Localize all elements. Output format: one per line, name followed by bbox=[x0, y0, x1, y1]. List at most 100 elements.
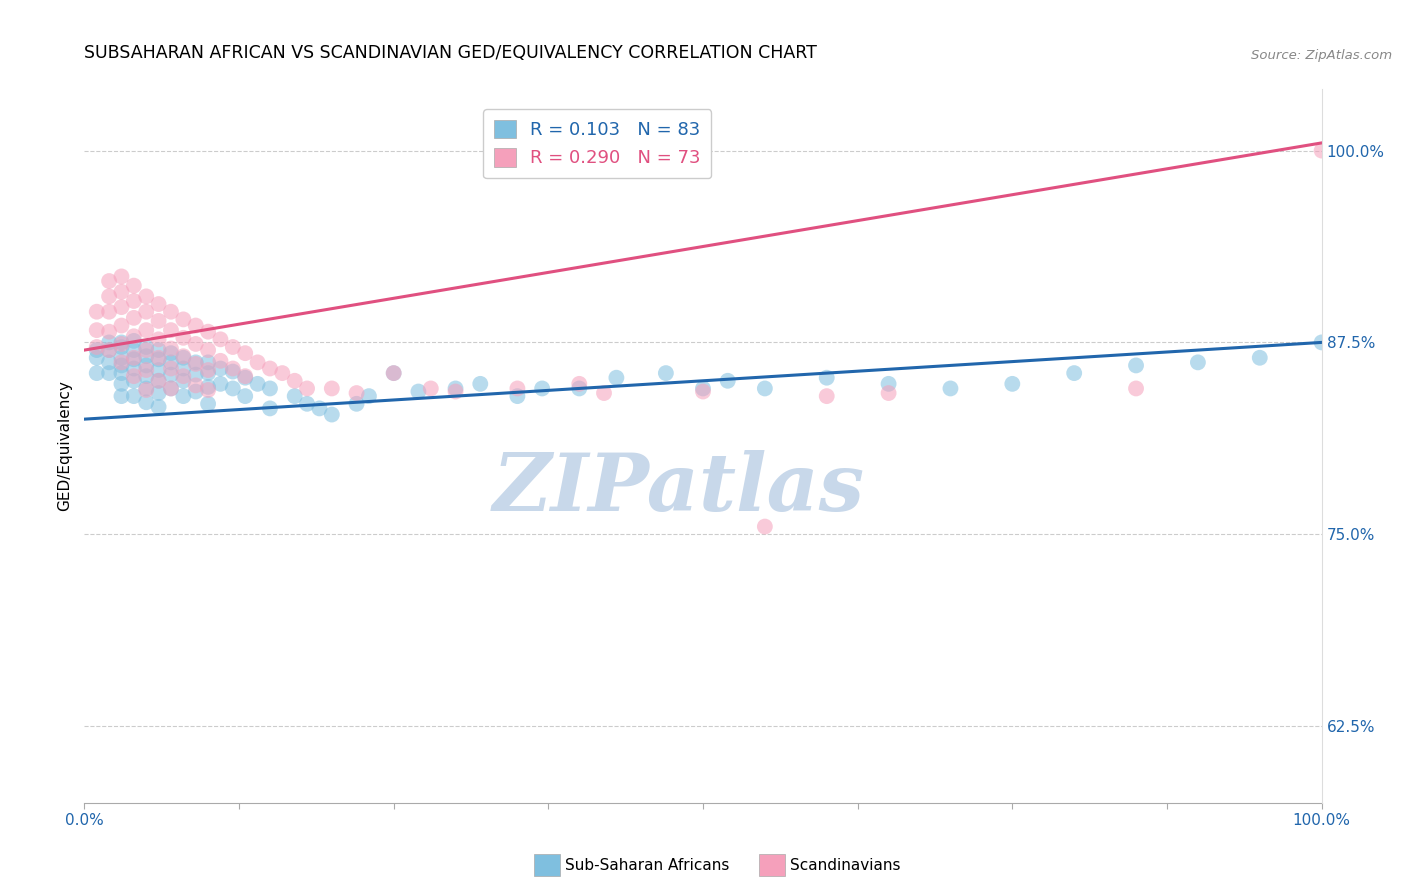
Point bbox=[148, 343, 170, 357]
Point bbox=[110, 355, 132, 369]
Point bbox=[135, 363, 157, 377]
Text: SUBSAHARAN AFRICAN VS SCANDINAVIAN GED/EQUIVALENCY CORRELATION CHART: SUBSAHARAN AFRICAN VS SCANDINAVIAN GED/E… bbox=[84, 45, 817, 62]
Point bbox=[160, 304, 183, 318]
Point bbox=[122, 389, 145, 403]
Point bbox=[160, 381, 183, 395]
Point bbox=[184, 337, 207, 351]
Point bbox=[531, 381, 554, 395]
Point bbox=[148, 297, 170, 311]
Point bbox=[939, 381, 962, 395]
Point bbox=[184, 318, 207, 333]
Point bbox=[122, 352, 145, 367]
Point bbox=[321, 408, 343, 422]
Point bbox=[754, 381, 776, 395]
Point bbox=[284, 389, 307, 403]
Point bbox=[122, 334, 145, 348]
Point bbox=[593, 386, 616, 401]
Point bbox=[122, 374, 145, 388]
Point bbox=[1187, 355, 1209, 369]
Point bbox=[148, 363, 170, 377]
Point bbox=[110, 318, 132, 333]
Point bbox=[122, 369, 145, 384]
Point bbox=[209, 361, 232, 376]
Point bbox=[110, 340, 132, 354]
Point bbox=[605, 370, 627, 384]
Point bbox=[271, 366, 294, 380]
Point bbox=[877, 386, 900, 401]
Y-axis label: GED/Equivalency: GED/Equivalency bbox=[58, 381, 73, 511]
Point bbox=[110, 337, 132, 351]
Point bbox=[98, 325, 121, 339]
Text: Scandinavians: Scandinavians bbox=[790, 858, 901, 872]
Point bbox=[717, 374, 740, 388]
Point bbox=[197, 366, 219, 380]
Point bbox=[98, 304, 121, 318]
Point bbox=[172, 374, 194, 388]
Point bbox=[135, 304, 157, 318]
Point bbox=[122, 351, 145, 365]
Point bbox=[172, 351, 194, 365]
Point bbox=[135, 340, 157, 354]
Point bbox=[246, 355, 269, 369]
Point bbox=[233, 346, 256, 360]
FancyBboxPatch shape bbox=[534, 855, 560, 876]
Point bbox=[110, 359, 132, 373]
Point bbox=[1310, 144, 1333, 158]
Point bbox=[197, 325, 219, 339]
Point bbox=[86, 323, 108, 337]
Point bbox=[197, 380, 219, 394]
Point bbox=[122, 293, 145, 308]
Point bbox=[86, 343, 108, 357]
Point bbox=[160, 368, 183, 382]
Point bbox=[135, 381, 157, 395]
Point bbox=[184, 378, 207, 392]
Point bbox=[148, 374, 170, 388]
Point bbox=[98, 366, 121, 380]
Point bbox=[98, 343, 121, 357]
Point bbox=[222, 340, 245, 354]
Point bbox=[382, 366, 405, 380]
Point bbox=[233, 389, 256, 403]
Point bbox=[135, 369, 157, 384]
Point bbox=[98, 335, 121, 350]
Point bbox=[110, 366, 132, 380]
Point bbox=[148, 352, 170, 367]
Point bbox=[444, 384, 467, 399]
Point bbox=[470, 376, 492, 391]
Point bbox=[110, 376, 132, 391]
Point bbox=[148, 400, 170, 414]
Point bbox=[233, 369, 256, 384]
Point bbox=[346, 386, 368, 401]
Point bbox=[506, 381, 529, 395]
Point bbox=[197, 363, 219, 377]
Point bbox=[222, 381, 245, 395]
Point bbox=[148, 314, 170, 328]
Point bbox=[172, 389, 194, 403]
Point bbox=[655, 366, 678, 380]
Point bbox=[692, 384, 714, 399]
Point bbox=[172, 331, 194, 345]
Point bbox=[122, 329, 145, 343]
Legend: R = 0.103   N = 83, R = 0.290   N = 73: R = 0.103 N = 83, R = 0.290 N = 73 bbox=[484, 109, 711, 178]
Point bbox=[259, 361, 281, 376]
Point bbox=[135, 395, 157, 409]
Point bbox=[346, 397, 368, 411]
Point bbox=[122, 343, 145, 357]
Point bbox=[295, 381, 318, 395]
Point bbox=[197, 383, 219, 397]
Point bbox=[197, 355, 219, 369]
Point bbox=[148, 374, 170, 388]
Point bbox=[184, 368, 207, 382]
Point bbox=[357, 389, 380, 403]
Point bbox=[1063, 366, 1085, 380]
Point bbox=[172, 312, 194, 326]
Point bbox=[382, 366, 405, 380]
Point bbox=[419, 381, 441, 395]
Text: Source: ZipAtlas.com: Source: ZipAtlas.com bbox=[1251, 49, 1392, 62]
Point bbox=[1125, 359, 1147, 373]
Point bbox=[568, 381, 591, 395]
Point bbox=[321, 381, 343, 395]
Point bbox=[184, 384, 207, 399]
Point bbox=[160, 361, 183, 376]
Point bbox=[184, 357, 207, 371]
